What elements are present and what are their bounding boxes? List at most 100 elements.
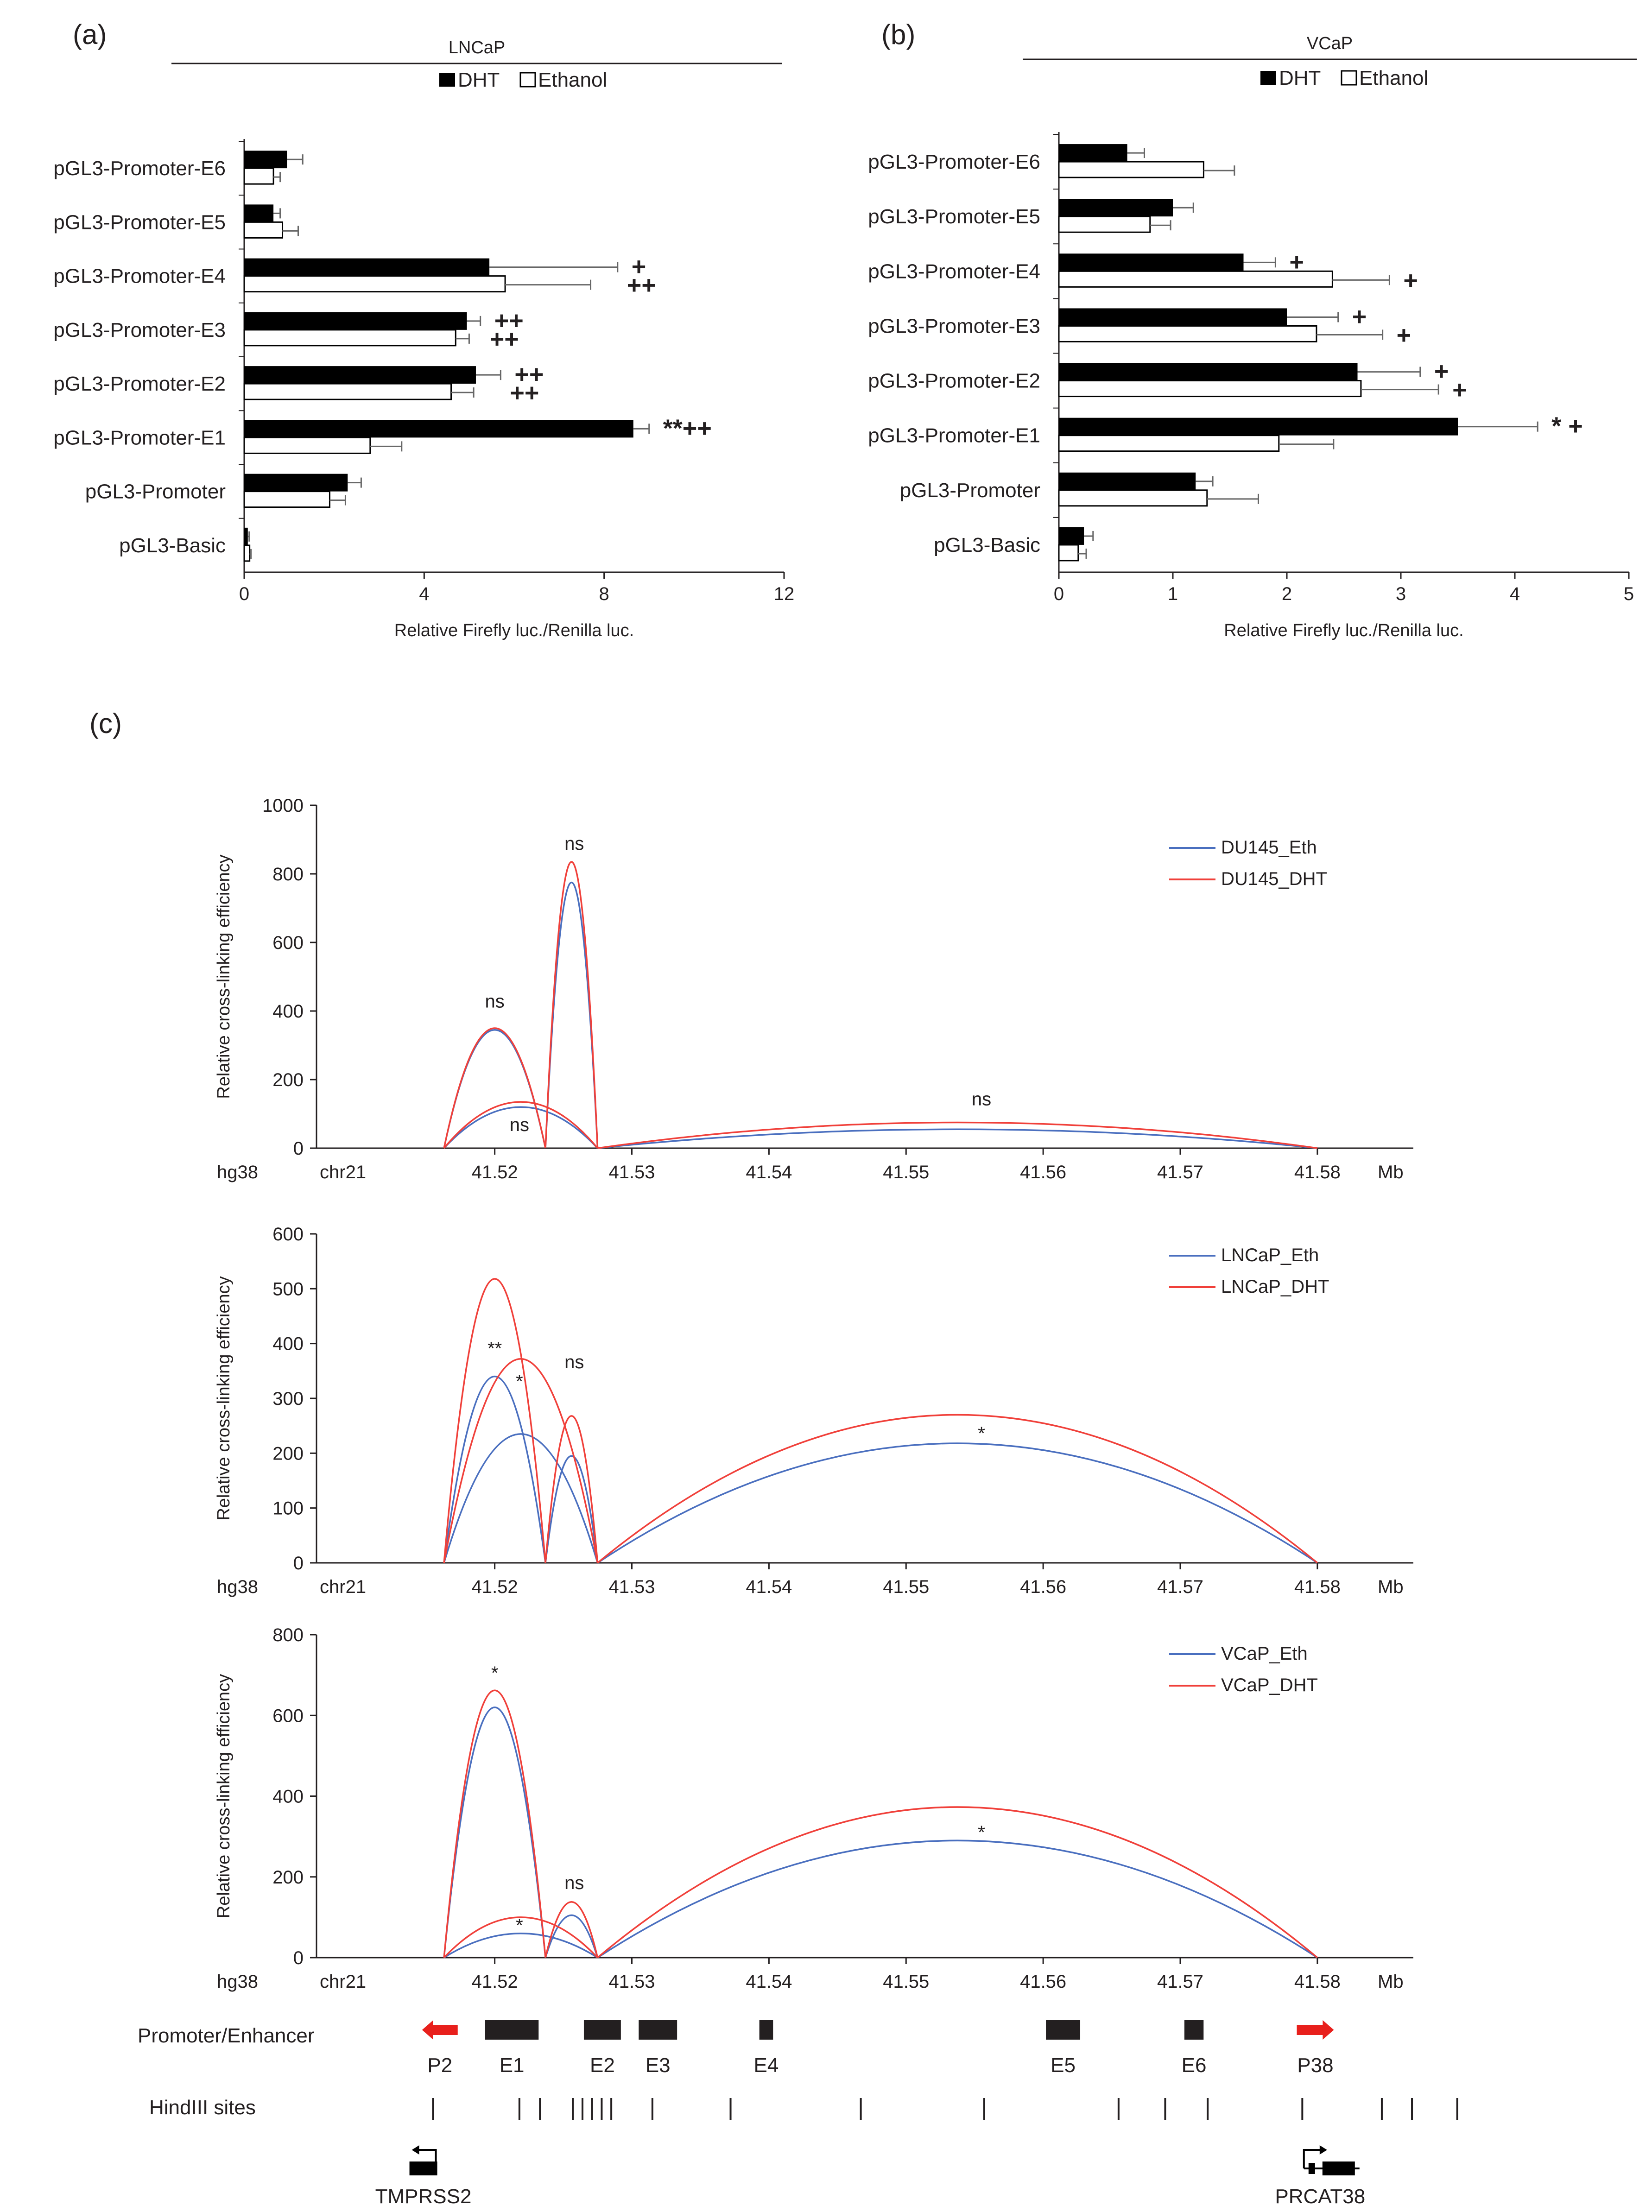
significance-annotation: ns (564, 834, 584, 854)
enhancer-block (639, 2020, 677, 2040)
category-label: pGL3-Promoter-E6 (53, 157, 226, 180)
category-label: pGL3-Promoter-E1 (868, 424, 1040, 447)
bar-dht (1059, 527, 1084, 545)
gene-exon-block (409, 2161, 437, 2175)
bar-ethanol (1058, 380, 1362, 398)
arc-DU145_Eth (443, 1106, 598, 1149)
significance-marker: ++ (514, 360, 544, 388)
y-tick-label: 400 (272, 1787, 304, 1807)
legend-swatch-ethanol (1341, 70, 1357, 86)
y-tick-label: 0 (293, 1138, 304, 1159)
x-tick-label: 41.58 (1294, 1577, 1341, 1597)
x-tick-label: 41.57 (1157, 1162, 1203, 1182)
x-tick-label: 41.53 (608, 1577, 655, 1597)
arc-VCaP_DHT (443, 1689, 546, 1958)
arc-LNCaP_Eth (443, 1433, 599, 1563)
panel-a: (a) LNCaP DHT Ethanol 0 4 8 12 Relative Firefly … (53, 19, 794, 640)
significance-marker: **++ (663, 414, 712, 442)
category-label: pGL3-Promoter-E5 (868, 205, 1040, 228)
arc-VCaP_Eth (443, 1932, 598, 1959)
x-tick-label: 41.53 (608, 1162, 655, 1182)
legend-swatch-ethanol (519, 72, 536, 88)
legend-label-ethanol: Ethanol (1359, 67, 1428, 89)
bar-dht (244, 204, 274, 222)
x-tick-label: 41.57 (1157, 1972, 1203, 1992)
element-label: E1 (500, 2054, 525, 2077)
significance-annotation: * (516, 1915, 523, 1935)
bar-dht (1059, 472, 1196, 490)
genome-build-label: hg38 (217, 1162, 258, 1182)
bar-dht (1059, 417, 1458, 436)
y-tick-label: 800 (272, 864, 304, 885)
y-tick-label: 400 (272, 1334, 304, 1354)
arc-DU145_DHT (443, 1101, 598, 1149)
x-tick-label: 41.53 (608, 1972, 655, 1992)
arc-chart: 0 200 400 600 800 Relative cross-linking effi… (214, 1625, 1413, 1992)
y-tick-label: 600 (272, 1224, 304, 1245)
x-tick-label: 0 (239, 584, 249, 604)
arc-LNCaP_Eth (443, 1375, 546, 1563)
significance-marker: + (632, 253, 646, 281)
y-axis-label: Relative cross-linking efficiency (214, 1276, 234, 1520)
legend-label-DU145_DHT: DU145_DHT (1221, 869, 1327, 889)
bar-ethanol (243, 167, 274, 185)
legend-label-ethanol: Ethanol (538, 69, 607, 91)
arc-VCaP_DHT (443, 1916, 598, 1959)
x-tick-label: 41.54 (746, 1972, 792, 1992)
x-tick-label: 41.52 (472, 1972, 518, 1992)
x-unit-label: Mb (1378, 1162, 1404, 1182)
significance-annotation: ns (510, 1115, 529, 1135)
arc-VCaP_DHT (544, 1901, 599, 1958)
category-label: pGL3-Promoter (900, 479, 1040, 502)
bar-ethanol (1058, 215, 1151, 233)
bar-dht (1059, 144, 1127, 162)
genomic-tracks: Promoter/Enhancer HindIII sites P2 E1 E2 E3 E4… (138, 2020, 1458, 2208)
arc-LNCaP_Eth (597, 1442, 1318, 1564)
gene-exon-block (1322, 2161, 1355, 2175)
x-tick-label: 41.55 (883, 1577, 929, 1597)
bar-dht (244, 258, 490, 276)
x-tick-label: 41.55 (883, 1972, 929, 1992)
legend-label-DU145_Eth: DU145_Eth (1221, 837, 1317, 858)
bar-ethanol (243, 221, 284, 239)
bar-ethanol (1058, 489, 1208, 507)
panel-label: (a) (73, 19, 107, 50)
bar-ethanol (1058, 270, 1333, 288)
y-axis-label: Relative cross-linking efficiency (214, 854, 234, 1099)
legend-label-VCaP_Eth: VCaP_Eth (1221, 1643, 1308, 1664)
arc-LNCaP_DHT (544, 1415, 599, 1563)
arc-VCaP_Eth (443, 1706, 546, 1958)
y-tick-label: 100 (272, 1498, 304, 1519)
legend-label-LNCaP_DHT: LNCaP_DHT (1221, 1277, 1329, 1297)
category-label: pGL3-Basic (119, 534, 226, 557)
arc-chart: 0 100 200 300 400 500 600 Relative cross-linkin… (214, 1224, 1413, 1597)
legend: DHT Ethanol (1260, 67, 1428, 89)
y-tick-label: 200 (272, 1867, 304, 1888)
y-tick-label: 400 (272, 1001, 304, 1022)
bar-ethanol (1058, 325, 1317, 342)
x-tick-label: 41.57 (1157, 1577, 1203, 1597)
x-unit-label: Mb (1378, 1577, 1404, 1597)
y-tick-label: 1000 (262, 796, 304, 816)
x-tick-label: 41.54 (746, 1162, 792, 1182)
tss-arrow-right-icon (1303, 2149, 1323, 2168)
arc-LNCaP_DHT (597, 1414, 1318, 1564)
x-tick-label: 3 (1396, 584, 1406, 604)
chart-title: VCaP (1307, 34, 1353, 53)
arc-DU145_DHT (544, 861, 599, 1149)
category-label: pGL3-Promoter (85, 480, 226, 503)
x-axis-label: Relative Firefly luc./Renilla luc. (1224, 621, 1463, 640)
hindiii-track-label: HindIII sites (149, 2096, 256, 2119)
category-label: pGL3-Promoter-E1 (53, 426, 226, 449)
element-label: E2 (590, 2054, 615, 2077)
y-axis-label: Relative cross-linking efficiency (214, 1674, 234, 1918)
significance-annotation: ns (564, 1873, 584, 1893)
significance-marker: + (1434, 358, 1449, 386)
chromosome-label: chr21 (320, 1162, 366, 1182)
enhancer-block (583, 2020, 621, 2040)
bar-dht (1059, 363, 1358, 381)
category-label: pGL3-Basic (934, 534, 1040, 556)
arc-VCaP_Eth (544, 1914, 599, 1958)
